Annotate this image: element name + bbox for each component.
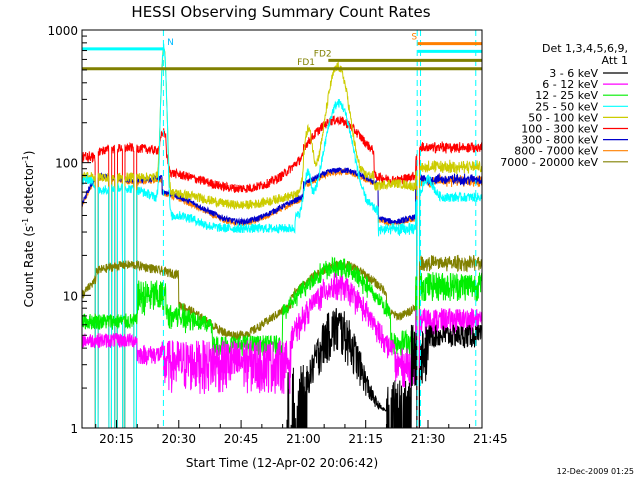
y-axis-label-sup2: -1 xyxy=(21,155,30,163)
legend-label-s50: 50 - 100 keV xyxy=(528,111,598,124)
x-tick-label-0: 20:15 xyxy=(99,432,134,446)
series-line-s25 xyxy=(82,43,482,428)
x-tick-label-3: 21:00 xyxy=(286,432,321,446)
flag-label-4: FD2 xyxy=(314,49,332,59)
series-line-s100 xyxy=(82,115,482,428)
y-axis-label-mid: detector xyxy=(22,163,36,218)
chart-title: HESSI Observing Summary Count Rates xyxy=(131,3,430,21)
x-tick-label-4: 21:15 xyxy=(348,432,383,446)
x-axis: 20:15 20:30 20:45 21:00 21:15 21:30 21:45 xyxy=(95,420,508,446)
y-tick-label-3: 1000 xyxy=(47,24,78,38)
legend-label-s800: 800 - 7000 keV xyxy=(514,145,598,158)
x-axis-label: Start Time (12-Apr-02 20:06:42) xyxy=(186,456,378,470)
x-tick-label-5: 21:30 xyxy=(411,432,446,446)
series-line-s3 xyxy=(286,308,482,428)
y-tick-label-0: 1 xyxy=(70,422,78,436)
legend-label-s3: 3 - 6 keV xyxy=(549,67,598,80)
y-tick-label-2: 100 xyxy=(55,157,78,171)
x-tick-label-6: 21:45 xyxy=(473,432,508,446)
y-tick-label-1: 10 xyxy=(63,289,78,303)
legend-label-s300: 300 - 800 keV xyxy=(521,134,598,147)
flag-label-0: N xyxy=(167,38,174,48)
series-line-s50 xyxy=(82,46,482,428)
flag-label-3: FD1 xyxy=(297,58,315,68)
legend-label-s6: 6 - 12 keV xyxy=(542,78,598,91)
y-axis: 1 10 100 1000 xyxy=(47,24,91,436)
legend-label-s7000: 7000 - 20000 keV xyxy=(500,156,598,169)
plot-frame xyxy=(81,29,483,429)
series-line-s7000 xyxy=(82,254,482,428)
legend-label-s12: 12 - 25 keV xyxy=(535,89,598,102)
series-line-s12 xyxy=(82,256,482,428)
y-axis-label-main: Count Rate (s xyxy=(22,226,36,308)
x-tick-label-2: 20:45 xyxy=(224,432,259,446)
legend-label-s25: 25 - 50 keV xyxy=(535,100,598,113)
vline-layer xyxy=(162,30,477,428)
legend-header-line2: Att 1 xyxy=(602,54,628,67)
legend-label-s100: 100 - 300 keV xyxy=(521,123,598,136)
series-layer xyxy=(82,43,482,428)
footer-timestamp: 12-Dec-2009 01:25 xyxy=(557,467,634,476)
x-tick-label-1: 20:30 xyxy=(161,432,196,446)
legend-header-line1: Det 1,3,4,5,6,9, xyxy=(542,42,628,55)
y-axis-label-sup1: -1 xyxy=(21,218,30,226)
flag-label-1: S xyxy=(411,33,417,43)
y-axis-label: Count Rate (s-1 detector-1) xyxy=(21,151,36,308)
y-axis-label-end: ) xyxy=(22,151,36,156)
